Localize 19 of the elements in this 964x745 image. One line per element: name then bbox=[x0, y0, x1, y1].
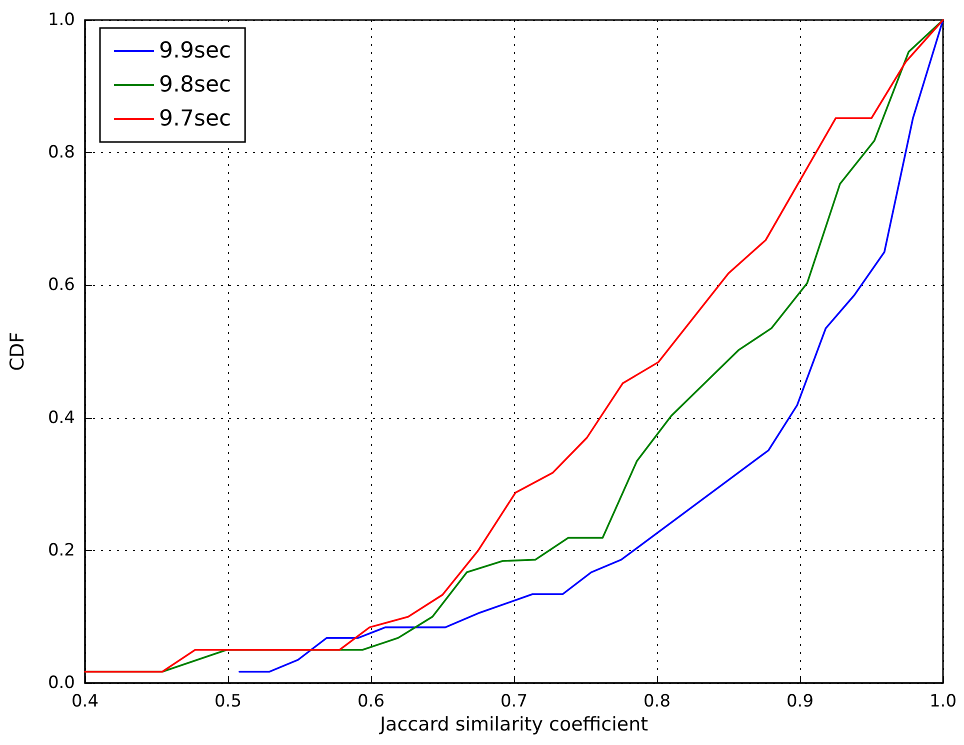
y-axis-title: CDF bbox=[6, 332, 28, 371]
y-tick-label: 0.8 bbox=[48, 142, 75, 163]
line-series bbox=[238, 19, 944, 673]
x-tick-label: 0.5 bbox=[214, 692, 242, 712]
x-tick-label: 0.7 bbox=[500, 692, 528, 712]
y-tick-label: 1.0 bbox=[48, 10, 75, 30]
y-tick-label: 0.2 bbox=[48, 540, 75, 560]
x-axis-title: Jaccard similarity coefficient bbox=[378, 713, 648, 736]
y-tick-label: 0.6 bbox=[48, 275, 75, 296]
x-tick-label: 0.9 bbox=[786, 692, 814, 712]
x-tick-label: 1.0 bbox=[929, 692, 957, 712]
x-tick-label: 0.8 bbox=[643, 692, 671, 712]
x-tick-label: 0.6 bbox=[357, 692, 385, 712]
y-tick-label: 0.4 bbox=[48, 408, 75, 428]
legend-label: 9.7sec bbox=[159, 106, 232, 132]
x-tick-label: 0.4 bbox=[71, 692, 99, 712]
legend-label: 9.8sec bbox=[159, 72, 232, 98]
y-tick-label: 0.0 bbox=[48, 673, 75, 693]
legend-label: 9.9sec bbox=[159, 38, 232, 64]
